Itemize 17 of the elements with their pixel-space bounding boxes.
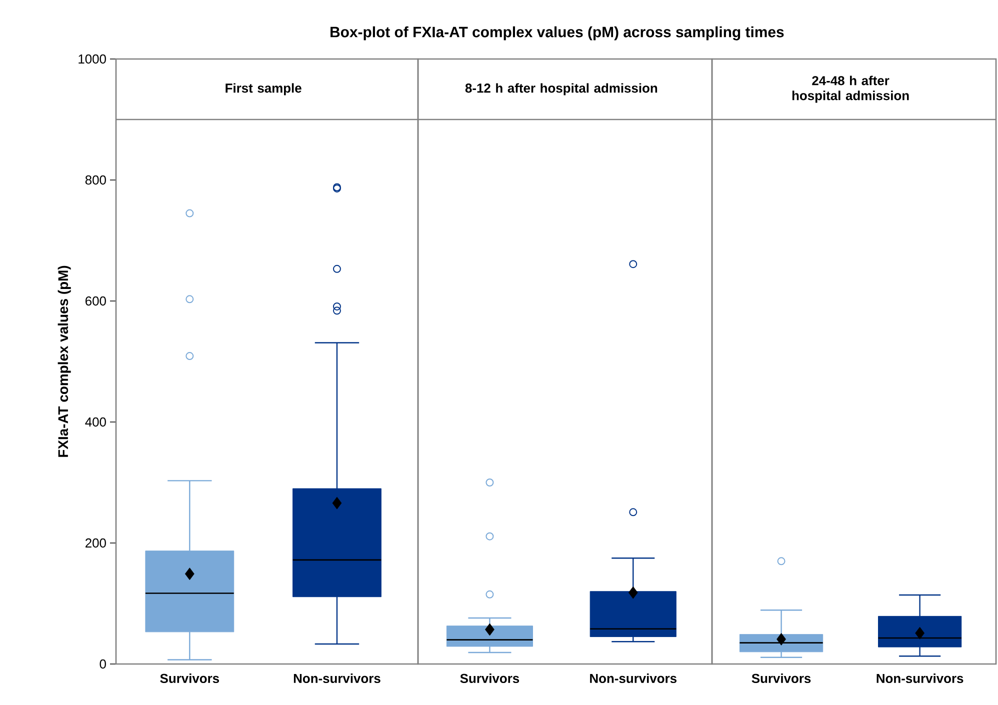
text: First sample [226, 83, 302, 96]
y-tick-label: 400 [85, 417, 106, 427]
y-tick-label: 200 [86, 538, 106, 548]
y-tick-label: 1000 [78, 54, 106, 64]
x-tick-label: Non-survivors [876, 674, 964, 684]
y-tick-label: 600 [86, 296, 106, 306]
x-tick-label: Non-survivors [294, 674, 380, 684]
y-tick-label: 800 [85, 175, 106, 185]
x-tick-label: Survivors [752, 674, 811, 684]
x-tick-label: Survivors [160, 674, 219, 684]
text: Box-plot of FXIa-AT complex values (pM) across sampling times [330, 26, 784, 40]
x-tick-label: Non-survivors [590, 674, 676, 684]
text: 24-48 h after hospital admission [792, 76, 909, 103]
y-axis-title: FXIa-AT complex values (pM) [58, 266, 71, 457]
text: 8-12 h after hospital admission [465, 83, 658, 96]
y-tick-label: 0 [100, 659, 106, 669]
x-tick-label: Survivors [460, 674, 520, 684]
